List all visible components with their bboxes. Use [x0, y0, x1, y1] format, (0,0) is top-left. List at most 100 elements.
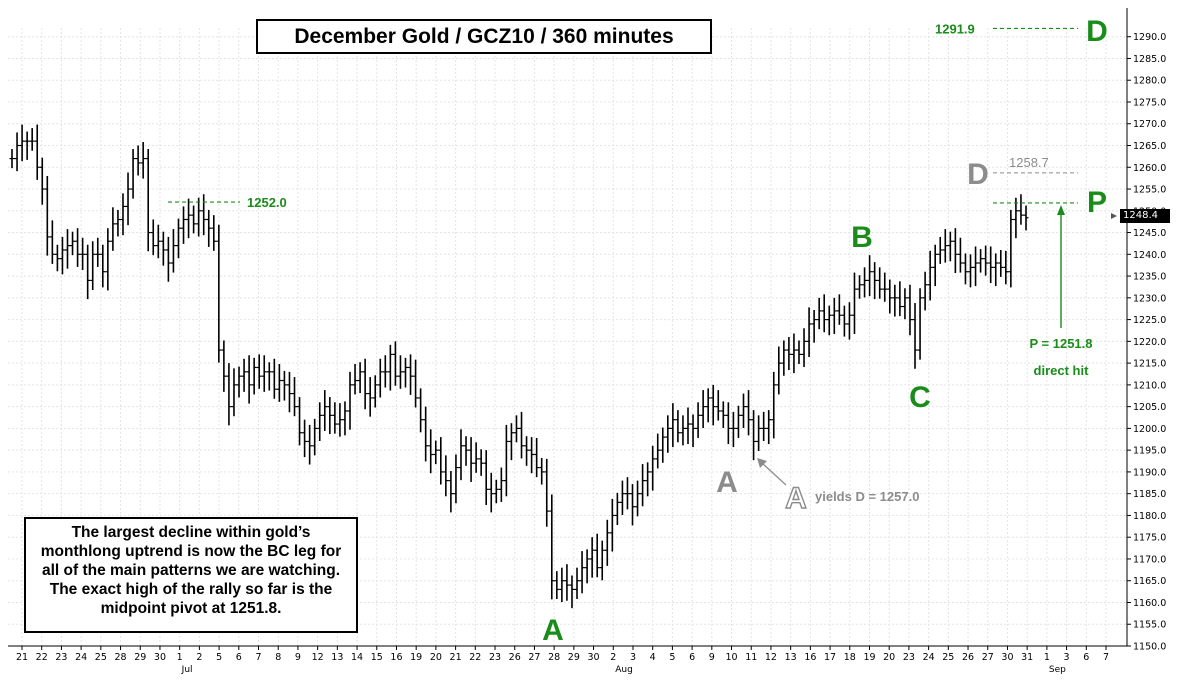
price-bar: [418, 388, 424, 433]
price-bar: [307, 424, 313, 465]
price-bar: [983, 245, 989, 276]
price-bar: [59, 236, 65, 275]
price-bar: [776, 346, 782, 395]
annotations: A B C A 1291.9 D 1258.7 D P 1252.0 P = 1251.8 direc…: [168, 15, 1117, 647]
price-bar: [589, 537, 595, 578]
x-tick-label: 25: [95, 652, 107, 663]
price-bar: [64, 229, 70, 269]
last-price-tag: 1248.4: [1120, 209, 1170, 223]
price-bar: [327, 397, 333, 435]
x-tick-label: 5: [669, 652, 675, 663]
x-tick-label: 29: [568, 652, 580, 663]
price-bar: [387, 344, 393, 391]
price-bar: [917, 288, 923, 360]
price-bar: [660, 427, 666, 463]
price-bar: [549, 494, 555, 600]
month-label: Sep: [1049, 665, 1066, 675]
x-tick-label: 30: [588, 652, 600, 663]
price-bar: [645, 462, 651, 497]
price-bar: [957, 237, 963, 273]
x-tick-label: 8: [275, 652, 281, 663]
commentary-box: The largest decline within gold’s monthl…: [24, 517, 358, 633]
y-tick-label: 1220.0: [1133, 337, 1166, 348]
price-bar: [372, 375, 378, 408]
price-bar: [120, 193, 126, 236]
price-bar: [155, 224, 161, 259]
price-bar: [685, 407, 691, 445]
price-bar: [756, 415, 762, 452]
price-bar: [221, 340, 227, 392]
price-bar: [508, 423, 514, 461]
price-bar: [710, 384, 716, 426]
level-letter-d-upper: D: [1086, 15, 1108, 48]
price-bar: [942, 229, 948, 263]
alt-a-annotation: yields D = 1257.0: [815, 489, 919, 504]
price-bar: [463, 436, 469, 466]
price-bar: [655, 433, 661, 469]
x-tick-label: 4: [650, 652, 656, 663]
y-tick-label: 1200.0: [1133, 424, 1166, 435]
price-bar: [796, 340, 802, 364]
x-tick-label: 21: [450, 652, 462, 663]
price-bar: [286, 371, 292, 413]
price-bar: [347, 371, 353, 430]
price-bar: [95, 237, 101, 267]
price-bar: [181, 206, 187, 244]
price-bar: [246, 355, 252, 404]
price-bar: [922, 271, 928, 311]
y-tick-label: 1225.0: [1133, 315, 1166, 326]
price-bar: [569, 575, 575, 609]
x-tick-label: 28: [114, 652, 126, 663]
price-bar: [599, 540, 605, 581]
price-bar: [952, 228, 958, 274]
x-tick-label: 11: [745, 652, 757, 663]
x-tick-label: 3: [1064, 652, 1070, 663]
price-bar: [867, 255, 873, 297]
price-bar: [700, 390, 706, 428]
price-bar: [675, 410, 681, 443]
price-bar: [624, 477, 630, 510]
price-bar: [690, 414, 696, 448]
price-bar: [746, 390, 752, 436]
x-tick-label: 6: [236, 652, 242, 663]
price-bar: [740, 393, 746, 428]
p-annotation-sub: direct hit: [1034, 363, 1090, 378]
price-bar: [110, 207, 116, 251]
price-bar: [100, 244, 106, 288]
x-tick-label: 16: [804, 652, 816, 663]
price-bar: [720, 401, 726, 428]
x-tick-label: 1: [177, 652, 183, 663]
price-bar: [448, 471, 454, 513]
price-bar: [342, 401, 348, 436]
price-bar: [150, 219, 156, 256]
price-bar: [130, 148, 136, 199]
month-label: Jul: [181, 665, 193, 675]
y-tick-label: 1270.0: [1133, 119, 1166, 130]
x-tick-label: 15: [371, 652, 383, 663]
price-bar: [302, 419, 308, 458]
p-annotation: P = 1251.8: [1029, 336, 1092, 351]
price-bar: [857, 275, 863, 299]
price-bars: [9, 124, 1029, 609]
price-bar: [680, 415, 686, 446]
price-bar: [665, 415, 671, 453]
chart-title: December Gold / GCZ10 / 360 minutes: [256, 19, 712, 54]
x-tick-label: 23: [903, 652, 915, 663]
price-bar: [1003, 250, 1009, 285]
price-bar: [125, 172, 131, 226]
price-bar: [907, 284, 913, 336]
price-bar: [519, 411, 525, 459]
x-tick-label: 12: [765, 652, 777, 663]
price-bar: [559, 567, 565, 603]
price-bar: [902, 288, 908, 320]
price-bar: [24, 131, 30, 160]
price-bar: [317, 402, 323, 442]
price-bar: [503, 424, 509, 497]
price-bar: [413, 359, 419, 408]
price-bar: [735, 405, 741, 438]
price-bar: [751, 410, 757, 461]
x-tick-label: 22: [469, 652, 481, 663]
price-bar: [145, 148, 151, 252]
price-bar: [382, 355, 388, 388]
price-bar: [34, 124, 40, 180]
